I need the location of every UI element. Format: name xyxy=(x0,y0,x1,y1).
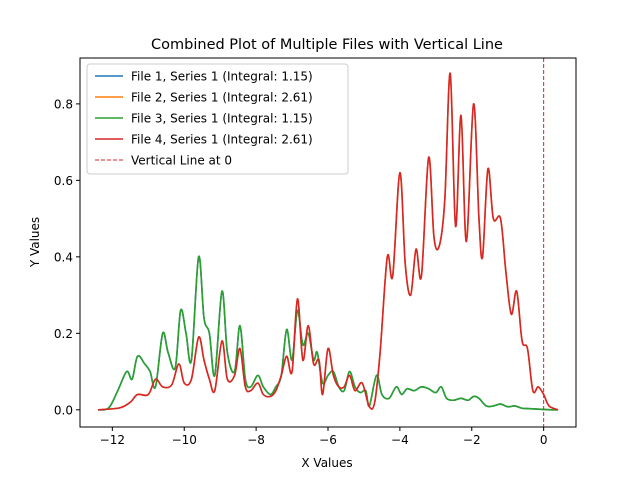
legend-label: Vertical Line at 0 xyxy=(131,154,232,168)
x-axis-label: X Values xyxy=(301,456,352,470)
y-axis-ticks: 0.0 0.2 0.4 0.6 0.8 xyxy=(54,97,80,417)
y-tick-label: 0.0 xyxy=(54,403,73,417)
y-tick-label: 0.6 xyxy=(54,174,73,188)
x-tick-label: −4 xyxy=(391,433,409,447)
legend-label: File 2, Series 1 (Integral: 2.61) xyxy=(131,91,313,105)
series-line-4 xyxy=(97,72,559,411)
x-tick-label: 0 xyxy=(540,433,548,447)
legend-box xyxy=(86,63,349,175)
x-tick-label: −12 xyxy=(100,433,125,447)
x-tick-label: −6 xyxy=(319,433,337,447)
x-tick-label: −10 xyxy=(172,433,197,447)
legend: File 1, Series 1 (Integral: 1.15) File 2,… xyxy=(86,63,349,175)
legend-label: File 1, Series 1 (Integral: 1.15) xyxy=(131,70,313,84)
y-tick-label: 0.4 xyxy=(54,250,73,264)
y-tick-label: 0.2 xyxy=(54,327,73,341)
x-tick-label: −8 xyxy=(247,433,265,447)
legend-label: File 3, Series 1 (Integral: 1.15) xyxy=(131,112,313,126)
y-axis-label: Y Values xyxy=(28,217,42,268)
x-tick-label: −2 xyxy=(463,433,481,447)
legend-label: File 4, Series 1 (Integral: 2.61) xyxy=(131,133,313,147)
plot-lines xyxy=(97,58,559,427)
chart-title: Combined Plot of Multiple Files with Ver… xyxy=(151,37,503,53)
x-axis-ticks: −12 −10 −8 −6 −4 −2 0 xyxy=(100,427,548,447)
y-tick-label: 0.8 xyxy=(54,97,73,111)
